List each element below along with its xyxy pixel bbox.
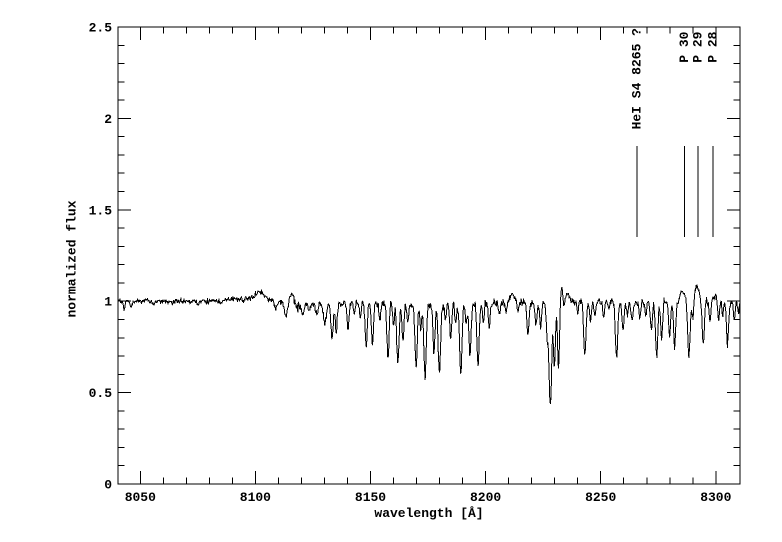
svg-text:2.5: 2.5 (89, 21, 113, 36)
svg-text:8200: 8200 (470, 490, 501, 505)
svg-text:8100: 8100 (240, 490, 271, 505)
svg-text:P 30: P 30 (677, 31, 692, 62)
svg-text:1: 1 (104, 295, 112, 310)
svg-text:8150: 8150 (355, 490, 386, 505)
svg-text:2: 2 (104, 112, 112, 127)
svg-text:wavelength [Å]: wavelength [Å] (374, 506, 483, 521)
svg-text:1.5: 1.5 (89, 203, 113, 218)
svg-text:0.5: 0.5 (89, 386, 113, 401)
svg-text:8300: 8300 (700, 490, 731, 505)
svg-text:0: 0 (104, 478, 112, 493)
svg-text:8050: 8050 (125, 490, 156, 505)
svg-text:8250: 8250 (585, 490, 616, 505)
svg-text:normalized flux: normalized flux (65, 200, 80, 317)
svg-text:P 29: P 29 (691, 31, 706, 62)
svg-text:HeI S4 8265 ?: HeI S4 8265 ? (629, 28, 644, 130)
svg-text:P 28: P 28 (706, 31, 721, 62)
